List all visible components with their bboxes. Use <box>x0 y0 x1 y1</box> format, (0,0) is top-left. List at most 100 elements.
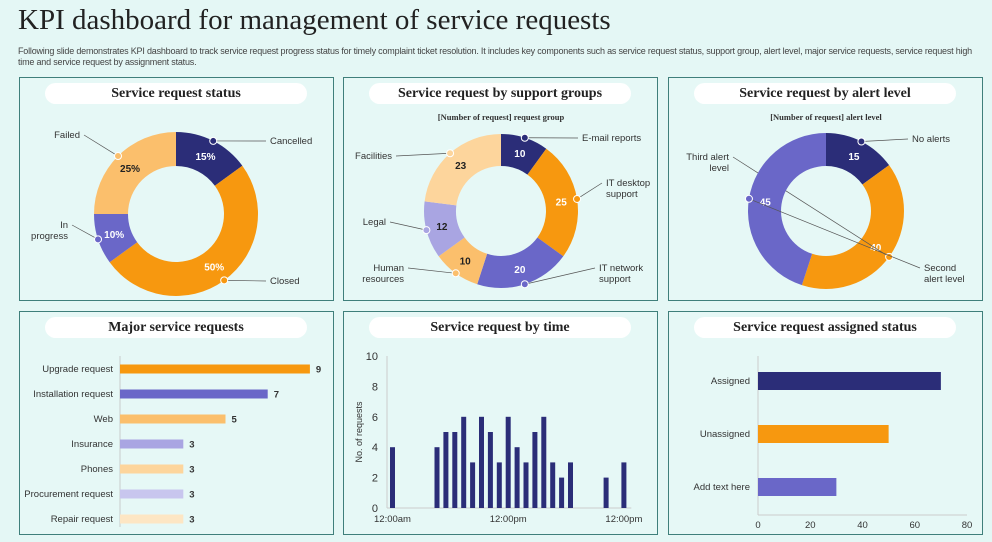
leader-dot <box>94 235 103 244</box>
time-bar <box>496 462 502 508</box>
donut-slice-cancelled <box>176 132 243 186</box>
panel-alert-level: Service request by alert level [Number o… <box>668 77 983 301</box>
chart-subtitle: [Number of request] alert level <box>770 112 882 122</box>
slice-value-label: 50% <box>204 263 224 274</box>
time-bar <box>523 462 529 508</box>
category-label: Closed <box>270 276 300 287</box>
slice-value-label: 10 <box>460 256 472 267</box>
page-title: KPI dashboard for management of service … <box>18 4 611 36</box>
bar-add-text-here <box>758 478 837 496</box>
slice-value-label: 23 <box>455 161 467 172</box>
slice-value-label: 45 <box>760 197 772 208</box>
y-tick-label: 10 <box>366 351 378 363</box>
donut-slice-closed <box>109 165 258 296</box>
time-bar <box>443 432 449 508</box>
leader-dot <box>422 226 431 235</box>
bar-value-label: 5 <box>232 415 238 426</box>
leader-dot <box>744 194 753 203</box>
time-bar <box>514 447 520 508</box>
time-bar <box>461 416 467 508</box>
alert-level-donut-chart: [Number of request] alert level 15 No aler… <box>686 112 965 289</box>
panel-major-service-requests: Major service requests Upgrade request 9 I… <box>19 311 334 535</box>
time-bar <box>390 447 395 508</box>
x-tick-label: 60 <box>909 520 920 531</box>
leader-line <box>576 182 603 200</box>
bar-value-label: 3 <box>189 515 194 526</box>
panel-assigned-status: Service request assigned status 0 20 40 60 8… <box>668 311 983 535</box>
status-donut-chart: 15% Cancelled 50% Closed 10% In progress 25% Fai… <box>31 130 312 296</box>
time-bar <box>452 432 458 508</box>
panel-title: Service request status <box>45 83 307 104</box>
bar-value-label: 9 <box>316 365 321 376</box>
slice-value-label: 10 <box>514 149 526 160</box>
x-tick-label: 12:00pm <box>490 514 527 525</box>
bar-value-label: 3 <box>189 465 194 476</box>
leader-line <box>861 138 909 142</box>
time-bar <box>559 477 565 508</box>
donut-slice-legal <box>424 201 465 257</box>
category-label: Second alert level <box>924 263 965 285</box>
donut-slice-third-alert-level <box>801 165 904 289</box>
leader-line <box>395 152 451 157</box>
category-label: Add text here <box>693 482 750 493</box>
leader-line <box>748 198 921 269</box>
donut-slice-in-progress <box>94 214 138 263</box>
bar-insurance <box>120 439 184 449</box>
bar-value-label: 3 <box>189 440 194 451</box>
time-bar <box>505 416 511 508</box>
leader-dot <box>220 276 229 285</box>
leader-dot <box>857 137 866 146</box>
leader-line <box>224 279 267 282</box>
bar-value-label: 3 <box>189 490 194 501</box>
donut-slice-human-resources <box>438 237 488 285</box>
time-bar <box>541 416 547 508</box>
category-label: Installation request <box>33 389 113 400</box>
category-label: Failed <box>54 130 80 141</box>
slice-value-label: 10% <box>104 230 124 241</box>
bar-repair-request <box>120 514 184 524</box>
category-label: IT network support <box>599 263 643 285</box>
panel-service-request-status: Service request status 15% Cancelled 50% Cl… <box>19 77 334 301</box>
page-description: Following slide demonstrates KPI dashboa… <box>18 46 972 67</box>
leader-line <box>71 224 99 240</box>
time-bar-chart: 0 2 4 6 8 10 No. of requests 12:00am 12:00pm 12:0… <box>354 351 642 525</box>
y-axis-label: No. of requests <box>354 401 364 463</box>
category-label: IT desktop support <box>606 178 650 200</box>
category-label: Procurement request <box>24 489 113 500</box>
x-tick-label: 12:00am <box>374 514 411 525</box>
panel-request-by-time: Service request by time 0 2 4 6 8 10 No. of re… <box>343 311 658 535</box>
category-label: Phones <box>81 464 113 475</box>
category-label: Cancelled <box>270 136 312 147</box>
time-bar <box>621 462 627 508</box>
x-tick-label: 12:00pm <box>605 514 642 525</box>
time-bar <box>434 447 440 508</box>
category-label: No alerts <box>912 134 950 145</box>
bar-assigned <box>758 372 941 390</box>
category-label: Upgrade request <box>42 364 113 375</box>
support-groups-donut-chart: [Number of request] request group 10 E-mai… <box>355 112 650 289</box>
bar-phones <box>120 464 184 474</box>
leader-line <box>389 221 427 231</box>
y-tick-label: 4 <box>372 442 378 454</box>
donut-slice-second-alert-level <box>748 133 826 286</box>
y-tick-label: 8 <box>372 381 378 393</box>
bar-web <box>120 414 226 424</box>
donut-slice-failed <box>94 132 176 214</box>
leader-dot <box>446 149 455 158</box>
donut-slice-it-desktop-support <box>527 148 578 257</box>
x-tick-label: 0 <box>755 520 760 531</box>
leader-line <box>83 134 119 157</box>
major-requests-bar-chart: Upgrade request 9 Installation request 7 Web… <box>24 356 321 527</box>
time-bar <box>603 477 609 508</box>
leader-line <box>407 267 456 274</box>
category-label: E-mail reports <box>582 133 641 144</box>
category-label: Assigned <box>711 376 750 387</box>
time-bar <box>487 432 493 508</box>
assigned-status-bar-chart: 0 20 40 60 80 Assigned Unassigned Add text here <box>693 356 972 531</box>
category-label: Web <box>94 414 113 425</box>
donut-slice-no-alerts <box>826 133 890 185</box>
panel-title: Service request by alert level <box>694 83 956 104</box>
slice-value-label: 20 <box>514 265 526 276</box>
slice-value-label: 15% <box>196 152 216 163</box>
y-tick-label: 6 <box>372 412 378 424</box>
